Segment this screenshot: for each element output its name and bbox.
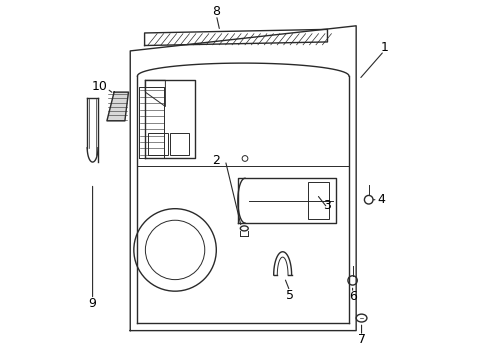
Text: 1: 1 — [380, 41, 388, 54]
Text: 9: 9 — [89, 297, 97, 310]
Bar — [148, 134, 168, 155]
Text: 3: 3 — [323, 199, 331, 212]
Text: 2: 2 — [212, 154, 220, 167]
Polygon shape — [107, 92, 128, 121]
Text: 4: 4 — [377, 193, 385, 206]
Text: 5: 5 — [286, 289, 294, 302]
Bar — [308, 182, 329, 220]
Bar — [170, 134, 190, 155]
Text: 8: 8 — [212, 5, 220, 18]
Text: 6: 6 — [349, 290, 357, 303]
Text: 7: 7 — [358, 333, 366, 346]
Text: 10: 10 — [92, 80, 108, 93]
